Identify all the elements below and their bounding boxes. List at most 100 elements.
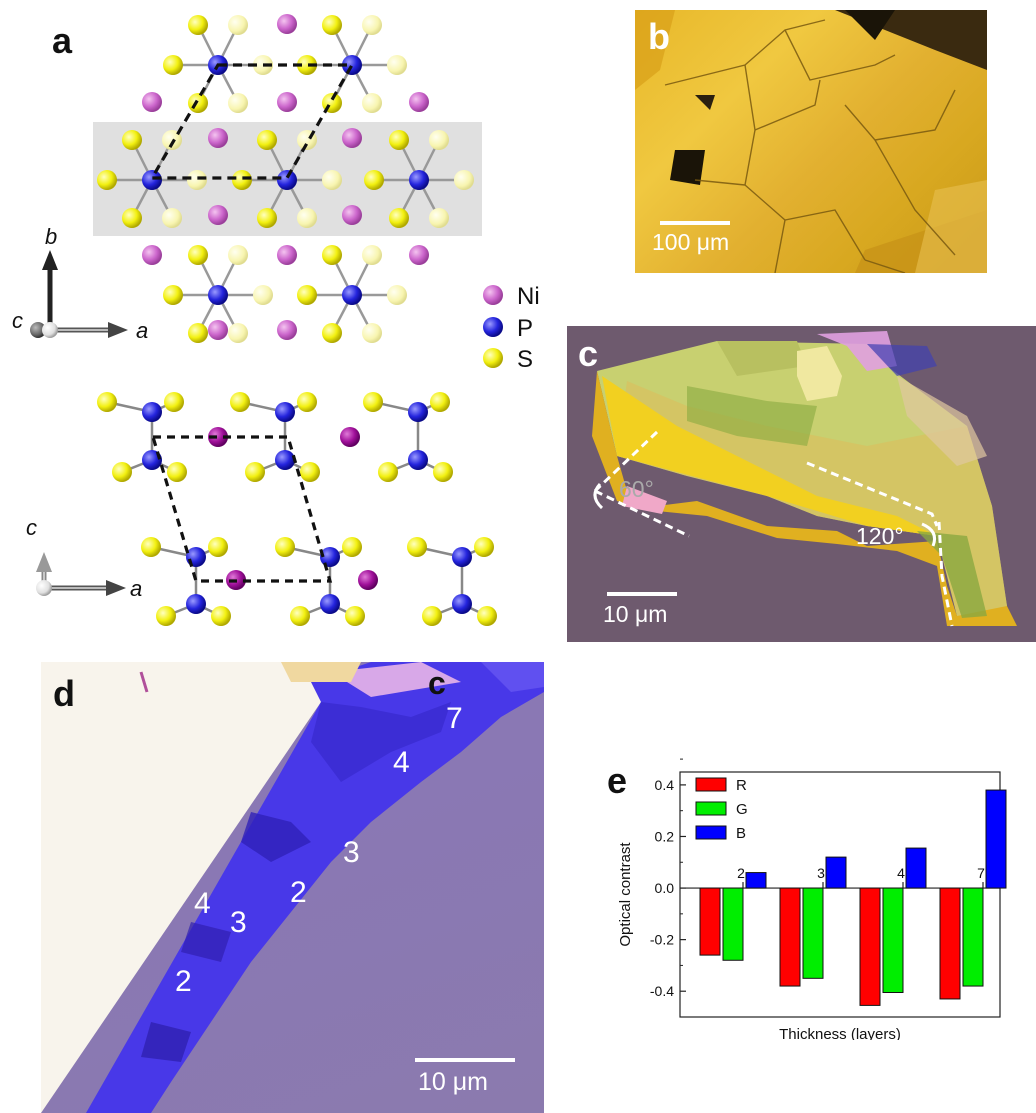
sulfur-atom — [362, 15, 382, 35]
sulfur-atom — [162, 208, 182, 228]
phosphorus-atom — [186, 594, 206, 614]
nickel-atom — [342, 205, 362, 225]
sulfur-atom — [163, 285, 183, 305]
panel-d-label: d — [53, 673, 75, 714]
layer-label-3-lower: 3 — [230, 906, 247, 939]
legend-s-label: S — [517, 346, 534, 373]
layer-label-7: 7 — [446, 702, 463, 735]
sulfur-atom — [232, 170, 252, 190]
sulfur-atom — [230, 392, 250, 412]
panel-a: a b c a c a Ni P S — [0, 0, 570, 650]
sulfur-atom — [297, 208, 317, 228]
legend-label-g: G — [736, 801, 748, 818]
sulfur-atom — [228, 245, 248, 265]
plot-frame — [679, 771, 1001, 1018]
nickel-atom — [142, 245, 162, 265]
sulfur-atom — [122, 208, 142, 228]
sulfur-atom — [430, 392, 450, 412]
bar-b-3 — [825, 856, 847, 889]
category-label: 2 — [737, 865, 745, 881]
angle-120-label: 120° — [856, 523, 904, 549]
sulfur-atom — [188, 245, 208, 265]
nickel-atom — [409, 92, 429, 112]
axis-c-label-bottom: c — [26, 515, 37, 540]
sulfur-atom — [141, 537, 161, 557]
sulfur-atom — [257, 130, 277, 150]
x-axis-label: Thickness (layers) — [779, 1026, 901, 1040]
sulfur-atom — [163, 55, 183, 75]
nickel-atom — [208, 205, 228, 225]
sulfur-atom — [389, 130, 409, 150]
phosphorus-atom — [142, 170, 162, 190]
phosphorus-atom — [275, 450, 295, 470]
sulfur-atom — [162, 130, 182, 150]
nickel-atom — [277, 92, 297, 112]
sulfur-atom — [362, 245, 382, 265]
sulfur-atom — [257, 208, 277, 228]
sulfur-atom — [433, 462, 453, 482]
bar-r-2 — [699, 887, 721, 956]
phosphorus-atom — [408, 402, 428, 422]
legend-ni-label: Ni — [517, 283, 540, 310]
nickel-atom — [142, 92, 162, 112]
sulfur-atom — [275, 537, 295, 557]
nickel-atom — [340, 427, 360, 447]
sulfur-atom — [156, 606, 176, 626]
layer-label-3-upper: 3 — [343, 836, 360, 869]
sulfur-atom — [387, 285, 407, 305]
panel-d-scalebar-line — [415, 1058, 515, 1062]
panel-c-scalebar-line — [607, 592, 677, 596]
panel-c-scalebar-label: 10 μm — [603, 601, 668, 627]
phosphorus-atom — [275, 402, 295, 422]
nickel-atom — [342, 128, 362, 148]
axis-a-label-bottom: a — [130, 576, 143, 601]
category-label: 4 — [897, 865, 905, 881]
panel-d-scalebar-label: 10 μm — [418, 1068, 488, 1096]
sulfur-atom — [362, 93, 382, 113]
legend-swatch-g — [695, 801, 727, 816]
legend-s-dot — [483, 348, 503, 368]
crystal-structure-diagram — [30, 14, 503, 626]
sulfur-atom — [112, 462, 132, 482]
y-tick-label: -0.4 — [650, 983, 674, 999]
phosphorus-atom — [452, 547, 472, 567]
sulfur-atom — [322, 245, 342, 265]
sulfur-atom — [228, 15, 248, 35]
nickel-atom — [208, 320, 228, 340]
panel-c-label: c — [578, 333, 599, 374]
sulfur-atom — [297, 392, 317, 412]
sulfur-atom — [208, 537, 228, 557]
angle-60-label: 60° — [619, 476, 654, 502]
sulfur-atom — [429, 208, 449, 228]
nickel-atom — [208, 128, 228, 148]
axes-bottom — [36, 552, 126, 596]
panel-b-micrograph: 100 μm — [635, 10, 987, 273]
bar-g-3 — [802, 887, 824, 979]
unit-cell-bottom — [150, 435, 333, 583]
sulfur-atom — [422, 606, 442, 626]
sulfur-atom — [228, 323, 248, 343]
phosphorus-atom — [342, 55, 362, 75]
layer-label-2-lower: 2 — [175, 965, 192, 998]
sulfur-atom — [290, 606, 310, 626]
sulfur-atom — [188, 93, 208, 113]
nickel-atom — [277, 320, 297, 340]
phosphorus-atom — [320, 594, 340, 614]
nickel-atom — [277, 245, 297, 265]
bar-b-7 — [985, 789, 1007, 889]
sulfur-atom — [188, 15, 208, 35]
sulfur-atom — [297, 285, 317, 305]
sulfur-atom — [97, 170, 117, 190]
sulfur-atom — [429, 130, 449, 150]
sulfur-atom — [211, 606, 231, 626]
y-tick-label: 0.4 — [655, 777, 675, 793]
sulfur-atom — [322, 170, 342, 190]
category-label: 3 — [817, 865, 825, 881]
sulfur-atom — [387, 55, 407, 75]
phosphorus-atom — [277, 170, 297, 190]
axis-a-label-top: a — [136, 318, 149, 343]
sulfur-atom — [322, 323, 342, 343]
legend-swatch-b — [695, 825, 727, 840]
phosphorus-atom — [409, 170, 429, 190]
legend-ni-dot — [483, 285, 503, 305]
